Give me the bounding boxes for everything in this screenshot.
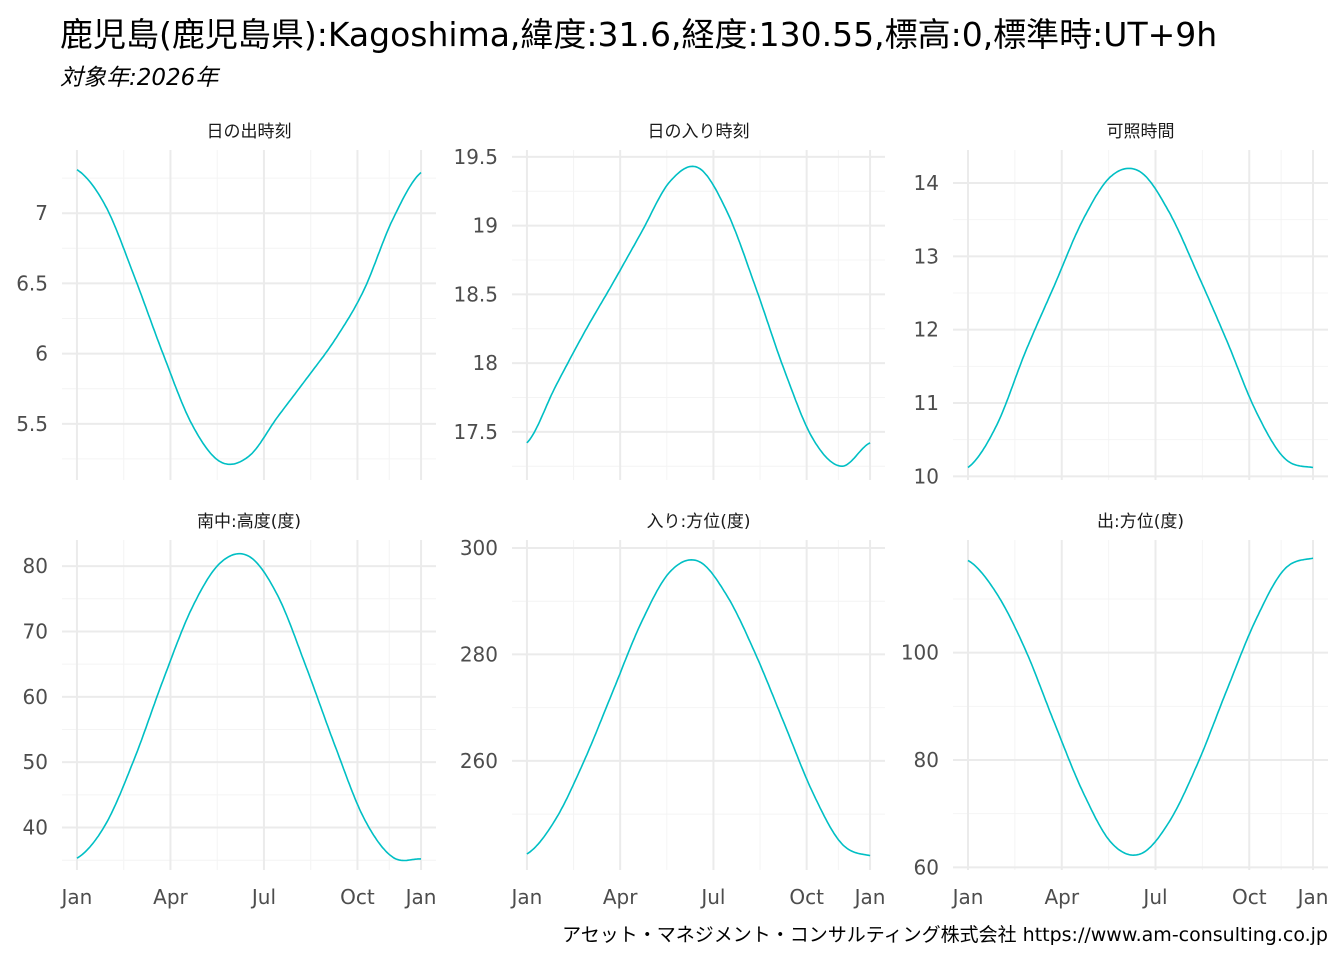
- panel-6-x-tick-label: Jan: [1296, 885, 1329, 909]
- panel-6-y-tick-label: 60: [914, 855, 939, 879]
- panel-6-y-tick-label: 80: [914, 748, 939, 772]
- panel-3-y-tick-label: 12: [914, 318, 939, 342]
- panel-4-strip-title: 南中:高度(度): [197, 512, 301, 532]
- panel-4-y-tick-label: 60: [23, 685, 48, 709]
- panel-1-y-tick-label: 5.5: [16, 412, 48, 436]
- panel-3-y-tick-label: 13: [914, 244, 939, 268]
- chart-title: 鹿児島(鹿児島県):Kagoshima,緯度:31.6,経度:130.55,標高…: [60, 15, 1218, 54]
- panel-5-x-tick-label: Jan: [509, 885, 542, 909]
- panel-2-strip-title: 日の入り時刻: [648, 122, 750, 142]
- panel-4-x-tick-label: Jul: [250, 885, 276, 909]
- panel-3-y-tick-label: 14: [914, 171, 939, 195]
- panel-4-x-tick-label: Jan: [60, 885, 93, 909]
- panel-2-y-tick-label: 18.5: [453, 282, 498, 306]
- panel-6-x-tick-label: Jan: [951, 885, 984, 909]
- panel-1-y-tick-label: 6: [35, 342, 48, 366]
- panel-6-x-tick-label: Apr: [1044, 885, 1079, 909]
- panel-5-strip-title: 入り:方位(度): [647, 512, 751, 532]
- panel-3-series-line: [967, 167, 1314, 469]
- panel-4-x-tick-label: Apr: [153, 885, 188, 909]
- panel-2-y-tick-label: 19: [473, 214, 498, 238]
- panel-5-x-tick-label: Apr: [603, 885, 638, 909]
- panel-4-x-tick-label: Oct: [340, 885, 375, 909]
- panel-5-y-tick-label: 300: [460, 536, 498, 560]
- panel-4-series-line: [76, 552, 421, 862]
- chart-subtitle: 対象年:2026年: [60, 65, 219, 91]
- panel-3-strip-title: 可照時間: [1107, 122, 1175, 142]
- chart-caption: アセット・マネジメント・コンサルティング株式会社 https://www.am-…: [562, 924, 1328, 946]
- panel-6-strip-title: 出:方位(度): [1097, 512, 1184, 532]
- panel-1-y-tick-label: 6.5: [16, 271, 48, 295]
- panel-5-x-tick-label: Jul: [699, 885, 725, 909]
- panel-1-y-tick-label: 7: [35, 201, 48, 225]
- panel-6-x-tick-label: Jul: [1141, 885, 1167, 909]
- panel-5-x-tick-label: Jan: [853, 885, 886, 909]
- panel-2-y-tick-label: 18: [473, 351, 498, 375]
- panel-2-series-line: [526, 165, 871, 467]
- panel-5-x-tick-label: Oct: [789, 885, 824, 909]
- panel-2-y-tick-label: 19.5: [453, 145, 498, 169]
- panel-4-y-tick-label: 70: [23, 619, 48, 643]
- panel-1-strip-title: 日の出時刻: [207, 122, 292, 142]
- panel-6-x-tick-label: Oct: [1232, 885, 1267, 909]
- panel-2-y-tick-label: 17.5: [453, 420, 498, 444]
- panel-5-y-tick-label: 280: [460, 642, 498, 666]
- panel-3-y-tick-label: 11: [914, 391, 939, 415]
- panel-4-y-tick-label: 40: [23, 816, 48, 840]
- panel-4-x-tick-label: Jan: [404, 885, 437, 909]
- panel-5-y-tick-label: 260: [460, 749, 498, 773]
- panel-3-y-tick-label: 10: [914, 464, 939, 488]
- panel-4-y-tick-label: 80: [23, 554, 48, 578]
- panel-4-y-tick-label: 50: [23, 750, 48, 774]
- panel-6-y-tick-label: 100: [901, 641, 939, 665]
